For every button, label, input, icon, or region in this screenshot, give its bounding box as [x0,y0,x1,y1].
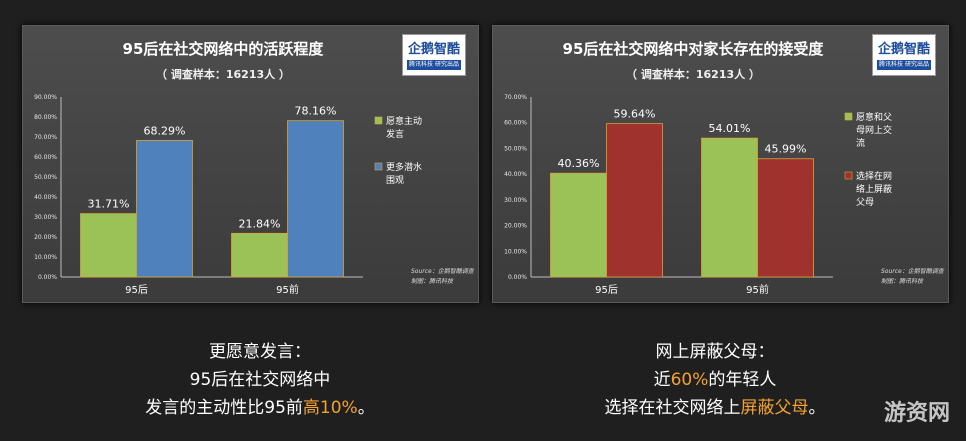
bar [136,140,193,278]
x-category-label: 95后 [595,284,618,296]
data-label: 54.01% [709,122,751,135]
y-tick-label: 50.00% [34,174,57,181]
legend-label: 母网上交 [856,124,892,136]
caption-left-line3: 发言的主动性比95前高10%。 [110,394,410,422]
caption-right-line2: 近60%的年轻人 [565,366,865,394]
y-tick-label: 10.00% [504,248,527,255]
legend-label: 愿意主动 [386,115,422,127]
data-label: 45.99% [765,143,807,156]
caption-right-line3: 选择在社交网络上屏蔽父母。 [565,394,865,422]
logo-tagline: 腾讯科技 研究出品 [877,60,931,70]
x-category-label: 95前 [276,283,299,296]
caption-text: 。 [357,398,375,418]
logo-name: 企鹅智酷 [407,42,460,57]
chart-left-title: 95后在社交网络中的活跃程度 [122,40,324,58]
chart-panel-left: 0.00% 10.00% 20.00% 30.00% 40.00% 50.00% 60.00… [22,25,479,303]
caption-highlight: 高10% [302,398,358,418]
caption-left: 更愿意发言： 95后在社交网络中 发言的主动性比95前高10%。 [110,338,410,422]
caption-left-line2: 95后在社交网络中 [189,370,331,390]
chart-left-svg: 0.00% 10.00% 20.00% 30.00% 40.00% 50.00% 60.00… [34,94,475,296]
source-note: Source：企鹅智酷调查 [881,267,945,275]
legend-label: 络上屏蔽 [856,183,892,195]
caption-text: 选择在社交网络上 [604,398,741,418]
made-by-note: 制图：腾讯科技 [881,277,924,285]
bar [701,137,758,278]
x-category-label: 95前 [746,283,769,296]
brand-logo-right: 企鹅智酷 腾讯科技 研究出品 [872,34,936,76]
data-label: 59.64% [614,108,656,121]
data-label: 78.16% [295,105,337,118]
y-tick-label: 90.00% [34,94,57,101]
legend-swatch [844,112,853,121]
y-tick-label: 60.00% [504,120,527,127]
legend-label: 选择在网 [856,170,892,182]
x-category-label: 95后 [125,284,148,296]
bar [231,232,288,278]
y-tick-label: 20.00% [34,234,57,241]
caption-right: 网上屏蔽父母： 近60%的年轻人 选择在社交网络上屏蔽父母。 [565,338,865,422]
caption-highlight: 60% [670,370,709,390]
data-label: 40.36% [558,157,600,170]
y-tick-label: 80.00% [34,114,57,121]
legend-label: 围观 [386,175,404,186]
bar [606,123,663,278]
caption-text: 的年轻人 [708,370,777,390]
y-tick-label: 70.00% [34,134,57,141]
brand-logo-left: 企鹅智酷 腾讯科技 研究出品 [402,34,466,76]
logo-tagline: 腾讯科技 研究出品 [407,60,461,70]
made-by-note: 制图：腾讯科技 [411,277,454,285]
chart-left-subtitle: （ 调查样本：16213人 ） [156,68,290,81]
chart-panel-right: 0.00% 10.00% 20.00% 30.00% 40.00% 50.00% 60.00… [492,25,949,303]
legend-swatch [844,171,853,180]
legend-label: 发言 [386,128,404,140]
chart-right-svg: 0.00% 10.00% 20.00% 30.00% 40.00% 50.00% 60.00… [504,94,945,296]
y-tick-label: 10.00% [34,254,57,261]
caption-text: 发言的主动性比95前 [145,398,303,418]
y-tick-label: 30.00% [34,214,57,221]
chart-right-subtitle: （ 调查样本：16213人 ） [626,68,760,81]
data-label: 68.29% [144,124,186,137]
legend-label: 愿意和父 [856,111,892,123]
y-tick-label: 20.00% [504,223,527,230]
source-note: Source：企鹅智酷调查 [411,267,475,275]
legend-label: 流 [856,137,865,149]
logo-name: 企鹅智酷 [877,42,930,57]
y-tick-label: 40.00% [504,171,527,178]
chart-right-title: 95后在社交网络中对家长存在的接受度 [562,40,824,58]
data-label: 21.84% [239,217,281,230]
bar [80,213,137,278]
watermark: 游资网 [883,401,950,426]
legend-swatch [374,162,383,171]
y-tick-label: 0.00% [38,274,57,281]
y-tick-label: 0.00% [508,274,527,281]
legend-label: 更多潜水 [386,161,422,173]
bar [757,158,814,278]
bar [550,172,607,278]
y-tick-label: 30.00% [504,197,527,204]
y-tick-label: 40.00% [34,194,57,201]
y-tick-label: 70.00% [504,94,527,101]
caption-right-line1: 网上屏蔽父母： [655,342,775,362]
data-label: 31.71% [88,198,130,211]
legend-swatch [374,116,383,125]
bar [287,120,344,278]
legend-label: 父母 [856,197,874,208]
y-tick-label: 60.00% [34,154,57,161]
y-tick-label: 50.00% [504,145,527,152]
caption-highlight: 屏蔽父母 [740,398,809,418]
caption-text: 。 [808,398,826,418]
caption-text: 近 [653,370,671,390]
caption-left-line1: 更愿意发言： [209,342,311,362]
